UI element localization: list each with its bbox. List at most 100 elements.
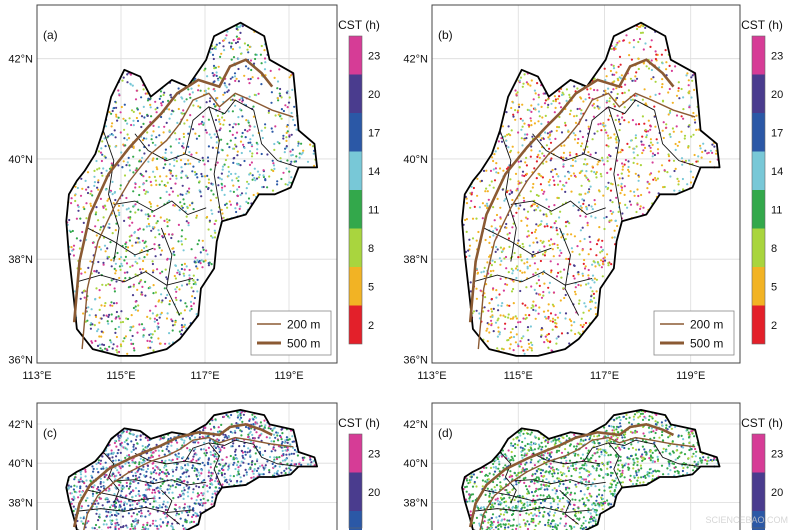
district-boundary bbox=[472, 506, 593, 514]
district-boundary bbox=[499, 451, 517, 504]
lat-tick-label: 42°N bbox=[403, 419, 428, 431]
colorbar-tick-label: 20 bbox=[771, 89, 783, 101]
colorbar-tick-label: 17 bbox=[771, 127, 783, 139]
contour-500m bbox=[72, 58, 274, 323]
district-boundary bbox=[583, 439, 655, 462]
lon-tick-label: 117°E bbox=[190, 370, 219, 382]
colorbar-frame bbox=[751, 433, 766, 529]
lon-tick-label: 117°E bbox=[590, 370, 619, 382]
region-boundary bbox=[461, 21, 721, 357]
district-boundary bbox=[253, 110, 299, 168]
colorbar-tick-label: 5 bbox=[771, 281, 777, 293]
district-boundary bbox=[102, 130, 120, 262]
colorbar-segment bbox=[349, 305, 362, 344]
district-boundary bbox=[499, 130, 517, 262]
colorbar-frame bbox=[348, 433, 363, 529]
district-boundary bbox=[76, 506, 194, 514]
colorbar-segment bbox=[752, 190, 765, 229]
region-boundary bbox=[65, 21, 318, 357]
lat-tick-label: 40°N bbox=[403, 154, 428, 166]
district-boundary bbox=[559, 227, 580, 316]
district-boundary bbox=[607, 106, 623, 222]
contour-500m bbox=[468, 423, 675, 528]
colorbar-tick-label: 23 bbox=[771, 50, 783, 62]
colorbar-tick-label: 14 bbox=[771, 166, 783, 178]
lat-tick-label: 38°N bbox=[8, 254, 33, 266]
colorbar-tick-label: 8 bbox=[771, 243, 777, 255]
panels-layer: 200 m 500 m (a) 36°N 38°N 40°N 42°N 113°E 115°E 1… bbox=[8, 4, 788, 530]
lat-tick-label: 38°N bbox=[8, 497, 33, 509]
legend-frame bbox=[250, 310, 332, 356]
lat-tick-label: 38°N bbox=[403, 254, 428, 266]
district-boundary bbox=[184, 439, 254, 462]
colorbar-segment bbox=[349, 228, 362, 267]
district-boundary bbox=[113, 200, 207, 216]
contour-200m bbox=[479, 436, 696, 530]
colorbar-segment bbox=[349, 74, 362, 113]
legend-frame bbox=[653, 310, 735, 356]
colorbar-tick-label: 2 bbox=[771, 320, 777, 332]
colorbar-segment bbox=[752, 434, 765, 473]
colorbar-segment bbox=[349, 472, 362, 511]
map-panel-3: (c) 38°N 40°N 42°N CST (h) 23 20 bbox=[8, 402, 380, 530]
colorbar-segment bbox=[349, 151, 362, 190]
district-boundary bbox=[134, 133, 202, 162]
lat-tick-label: 36°N bbox=[403, 354, 428, 366]
lat-tick-label: 40°N bbox=[8, 154, 33, 166]
colorbar-segment bbox=[752, 228, 765, 267]
district-boundary bbox=[532, 452, 601, 465]
lat-tick-label: 40°N bbox=[8, 458, 33, 470]
colorbar-title: CST (h) bbox=[338, 416, 380, 430]
colorbar-tick-label: 23 bbox=[368, 50, 380, 62]
lon-tick-label: 113°E bbox=[22, 370, 51, 382]
colorbar: CST (h) 23 20 bbox=[338, 416, 380, 530]
panel-label: (d) bbox=[438, 426, 453, 440]
colorbar-tick-label: 11 bbox=[771, 204, 782, 216]
district-boundary bbox=[654, 443, 701, 467]
contour-200m bbox=[477, 92, 696, 350]
colorbar-frame bbox=[751, 35, 766, 345]
colorbar: CST (h) 23 20 17 14 11 8 5 2 bbox=[741, 18, 783, 345]
colorbar-segment bbox=[752, 36, 765, 75]
colorbar-tick-label: 20 bbox=[771, 487, 783, 499]
map-frame bbox=[36, 4, 338, 364]
district-boundary bbox=[583, 99, 655, 155]
district-boundary bbox=[184, 99, 254, 155]
region-boundary bbox=[65, 409, 318, 530]
colorbar-tick-label: 20 bbox=[368, 89, 380, 101]
colorbar-segment bbox=[349, 190, 362, 229]
district-boundary bbox=[160, 227, 181, 316]
panel-label: (a) bbox=[43, 28, 58, 42]
colorbar-frame bbox=[348, 35, 363, 345]
colorbar-tick-label: 23 bbox=[368, 448, 380, 460]
colorbar-segment bbox=[752, 267, 765, 306]
district-boundary bbox=[608, 442, 623, 488]
lon-tick-label: 113°E bbox=[417, 370, 446, 382]
colorbar-tick-label: 20 bbox=[368, 487, 380, 499]
district-boundary bbox=[559, 489, 579, 525]
district-boundary bbox=[510, 479, 606, 486]
contour-200m bbox=[83, 436, 294, 530]
map-panel-4: (d) 38°N 40°N 42°N CST (h) 23 20 bbox=[403, 402, 783, 530]
legend-label: 500 m bbox=[690, 337, 723, 351]
colorbar-tick-label: 23 bbox=[771, 448, 783, 460]
map-frame bbox=[431, 4, 741, 364]
colorbar-segment bbox=[752, 151, 765, 190]
colorbar-title: CST (h) bbox=[338, 18, 380, 32]
colorbar-title: CST (h) bbox=[741, 18, 783, 32]
colorbar-tick-label: 8 bbox=[368, 243, 374, 255]
contour-legend: 200 m 500 m bbox=[250, 310, 332, 356]
colorbar: CST (h) 23 20 bbox=[741, 416, 783, 530]
lat-tick-label: 42°N bbox=[8, 419, 33, 431]
map-panel-2: 200 m 500 m (b) 36°N 38°N 40°N 42°N 113°E 115°E 1… bbox=[403, 4, 783, 382]
lat-tick-label: 36°N bbox=[8, 354, 33, 366]
panel-label: (c) bbox=[43, 426, 57, 440]
district-boundary bbox=[532, 133, 601, 162]
contour-legend: 200 m 500 m bbox=[653, 310, 735, 356]
district-boundary bbox=[253, 443, 299, 467]
watermark-text: SCIENCEBAO.COM bbox=[705, 515, 788, 525]
contour-200m bbox=[81, 92, 294, 350]
lat-tick-label: 42°N bbox=[403, 54, 428, 66]
district-boundary bbox=[76, 271, 194, 286]
